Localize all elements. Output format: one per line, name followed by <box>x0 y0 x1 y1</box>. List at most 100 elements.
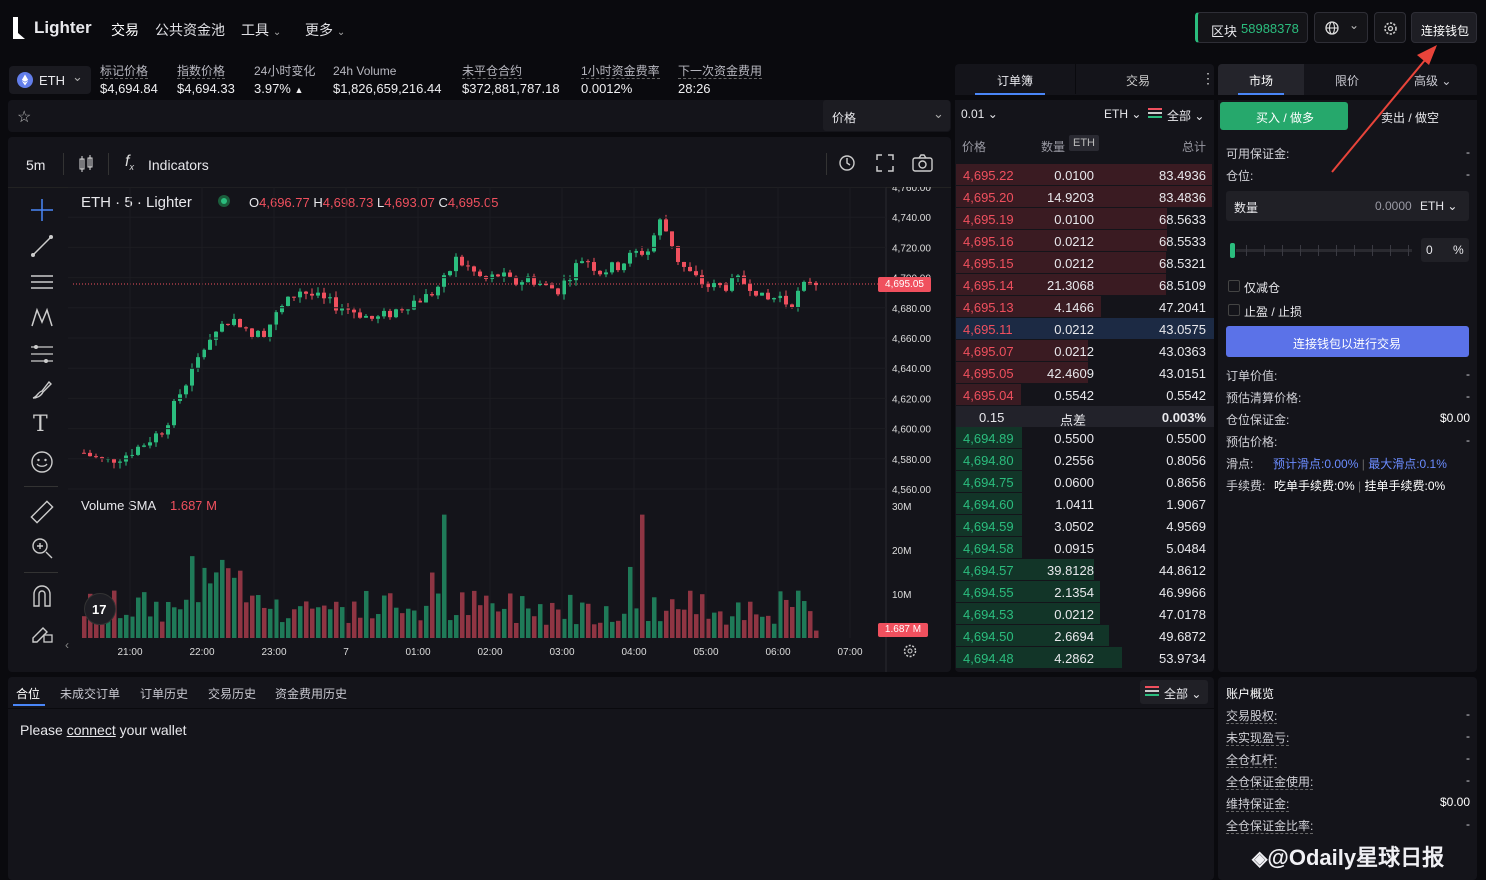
volume-bar <box>814 630 819 638</box>
crosshair-icon[interactable] <box>30 198 54 222</box>
leverage-slider[interactable] <box>1230 240 1412 260</box>
sell-short-button[interactable]: 卖出 / 做空 <box>1381 111 1440 125</box>
tab-limit[interactable]: 限价 <box>1335 74 1360 88</box>
positions-filter-select[interactable]: 全部 ⌄ <box>1140 680 1208 704</box>
reduce-only-checkbox[interactable] <box>1228 280 1240 292</box>
tp-sl-checkbox[interactable] <box>1228 304 1240 316</box>
available-margin-row: 可用保证金: - <box>1226 145 1470 162</box>
ask-row[interactable]: 4,695.22 0.0100 83.4936 <box>956 164 1214 186</box>
connect-link[interactable]: connect <box>66 722 116 738</box>
tick-size-select[interactable]: 0.01 ⌄ <box>961 107 998 121</box>
connect-to-trade-button[interactable]: 连接钱包以进行交易 <box>1226 326 1469 357</box>
ask-row[interactable]: 4,695.13 4.1466 47.2041 <box>956 296 1214 318</box>
price-type-select[interactable]: 价格 ⌄ <box>823 100 950 131</box>
bid-row[interactable]: 4,694.55 2.1354 46.9966 <box>956 581 1214 603</box>
bid-row[interactable]: 4,694.75 0.0600 0.8656 <box>956 471 1214 493</box>
ask-row[interactable]: 4,695.19 0.0100 68.5633 <box>956 208 1214 230</box>
slippage-values[interactable]: 预计滑点:0.00% | 最大滑点:0.1% <box>1273 457 1447 471</box>
bid-row[interactable]: 4,694.48 4.2862 53.9734 <box>956 647 1214 669</box>
ask-row[interactable]: 4,695.04 0.5542 0.5542 <box>956 384 1214 406</box>
percent-input[interactable]: 0 % <box>1421 238 1469 262</box>
horizontal-lines-icon[interactable] <box>30 270 54 294</box>
fullscreen-icon[interactable] <box>876 154 894 172</box>
chart-settings-icon[interactable] <box>902 643 918 659</box>
tab-market[interactable]: 市场 <box>1218 64 1304 95</box>
account-row: 全仓保证金比率: - <box>1226 817 1470 834</box>
lock-draw-icon[interactable] <box>30 620 54 644</box>
candle-body <box>568 280 572 282</box>
volume-bar <box>616 620 621 638</box>
bid-row[interactable]: 4,694.59 3.0502 4.9569 <box>956 515 1214 537</box>
nav-more[interactable]: 更多 ⌄ <box>305 20 345 40</box>
ask-row[interactable]: 4,695.05 42.4609 43.0151 <box>956 362 1214 384</box>
book-filter-select[interactable]: 全部 ⌄ <box>1167 109 1205 123</box>
candle-body <box>454 256 458 272</box>
bid-row[interactable]: 4,694.50 2.6694 49.6872 <box>956 625 1214 647</box>
bid-row[interactable]: 4,694.58 0.0915 5.0484 <box>956 537 1214 559</box>
nav-tools[interactable]: 工具 ⌄ <box>241 20 281 40</box>
asset-selector[interactable]: ETH ⌄ <box>9 66 91 94</box>
ask-row[interactable]: 4,695.11 0.0212 43.0575 <box>956 318 1214 340</box>
bid-row[interactable]: 4,694.60 1.0411 1.9067 <box>956 493 1214 515</box>
brush-icon[interactable] <box>30 378 54 402</box>
tab-orderbook[interactable]: 订单簿 <box>997 74 1034 88</box>
brand-name[interactable]: Lighter <box>34 18 92 37</box>
ask-row[interactable]: 4,695.07 0.0212 43.0363 <box>956 340 1214 362</box>
zoom-in-icon[interactable] <box>30 536 54 560</box>
bid-row[interactable]: 4,694.89 0.5500 0.5500 <box>956 427 1214 449</box>
price-tick-label: 4,760.00 <box>892 187 931 194</box>
pattern-icon[interactable] <box>30 306 54 330</box>
quantity-input[interactable]: 数量 0.0000 ETH ⌄ <box>1226 191 1469 221</box>
unit-select[interactable]: ETH ⌄ <box>1104 107 1142 121</box>
tradingview-logo-icon[interactable]: 17 <box>84 593 116 625</box>
ask-row[interactable]: 4,695.20 14.9203 83.4836 <box>956 186 1214 208</box>
emoji-icon[interactable] <box>30 450 54 474</box>
volume-bar <box>232 577 237 638</box>
candle-body <box>400 309 404 311</box>
tab-trades[interactable]: 交易 <box>1126 74 1151 88</box>
buy-long-button[interactable]: 买入 / 做多 <box>1220 102 1348 130</box>
index-price-value: $4,694.33 <box>177 81 235 96</box>
magnet-icon[interactable] <box>30 584 54 608</box>
tab-advanced[interactable]: 高级 ⌄ <box>1414 74 1452 88</box>
interval-button[interactable]: 5m <box>26 157 46 173</box>
time-tick-label: 05:00 <box>693 647 718 658</box>
bid-row[interactable]: 4,694.57 39.8128 44.8612 <box>956 559 1214 581</box>
tab-open-orders[interactable]: 未成交订单 <box>60 687 121 701</box>
price-chart[interactable]: 4,760.004,740.004,720.004,700.004,680.00… <box>68 187 951 672</box>
ask-row[interactable]: 4,695.14 21.3068 68.5109 <box>956 274 1214 296</box>
text-tool-icon[interactable]: T <box>33 412 48 437</box>
collapse-toolbar-icon[interactable]: ‹ <box>65 638 69 652</box>
nav-public-pool[interactable]: 公共资金池 <box>155 22 225 38</box>
bid-row[interactable]: 4,694.80 0.2556 0.8056 <box>956 449 1214 471</box>
replay-icon[interactable] <box>837 153 857 173</box>
volume-bar <box>604 606 609 638</box>
indicators-button[interactable]: Indicators <box>148 157 209 173</box>
star-icon[interactable]: ☆ <box>17 109 32 126</box>
ask-row[interactable]: 4,695.16 0.0212 68.5533 <box>956 230 1214 252</box>
nav-trade[interactable]: 交易 <box>111 22 139 38</box>
ask-row[interactable]: 4,695.15 0.0212 68.5321 <box>956 252 1214 274</box>
lighter-logo-icon[interactable] <box>12 17 26 39</box>
trendline-icon[interactable] <box>30 234 54 258</box>
ruler-icon[interactable] <box>30 500 54 524</box>
candles-icon[interactable] <box>78 155 94 173</box>
more-vertical-icon[interactable]: ⋮ <box>1201 70 1215 86</box>
slider-handle[interactable] <box>1230 243 1235 258</box>
tab-order-history[interactable]: 订单历史 <box>140 687 189 701</box>
network-selector[interactable]: ⌄ <box>1314 12 1368 43</box>
connect-wallet-button[interactable]: 连接钱包 <box>1411 12 1477 43</box>
position-row: 仓位: - <box>1226 167 1470 184</box>
tab-funding-history[interactable]: 资金费用历史 <box>275 687 348 701</box>
tab-positions[interactable]: 合位 <box>16 687 41 701</box>
tab-trade-history[interactable]: 交易历史 <box>208 687 257 701</box>
fib-icon[interactable] <box>30 342 54 366</box>
settings-button[interactable] <box>1374 12 1406 43</box>
candle-body <box>616 262 620 271</box>
spread-row: 0.15 点差 0.003% <box>956 406 1214 428</box>
depth-bar <box>956 384 1021 405</box>
depth-bar <box>956 647 1122 668</box>
quantity-unit-select[interactable]: ETH ⌄ <box>1420 199 1458 213</box>
bid-row[interactable]: 4,694.53 0.0212 47.0178 <box>956 603 1214 625</box>
camera-icon[interactable] <box>912 154 933 172</box>
